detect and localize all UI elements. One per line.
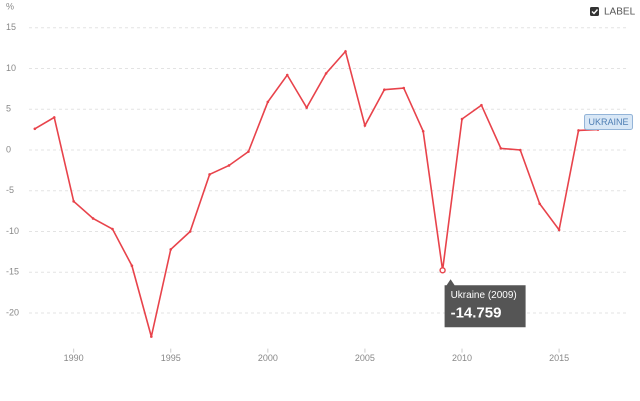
data-point bbox=[577, 129, 580, 132]
data-point bbox=[111, 227, 114, 231]
x-tick-label: 2000 bbox=[258, 353, 278, 363]
data-point bbox=[402, 86, 406, 90]
y-tick-label: 5 bbox=[6, 104, 11, 114]
data-point bbox=[169, 248, 173, 251]
y-axis-label: % bbox=[6, 1, 14, 11]
data-point bbox=[33, 127, 37, 131]
data-line bbox=[34, 49, 618, 337]
data-point bbox=[52, 116, 56, 119]
data-point bbox=[383, 88, 386, 91]
data-point bbox=[518, 148, 522, 152]
data-point bbox=[91, 217, 95, 220]
y-tick-label: 15 bbox=[6, 22, 16, 32]
data-point bbox=[538, 202, 541, 206]
series-label: UKRAINE bbox=[584, 113, 634, 130]
checkmark bbox=[591, 9, 599, 15]
data-point bbox=[324, 72, 328, 75]
tooltip-box bbox=[444, 279, 526, 328]
y-tick-label: -20 bbox=[6, 307, 19, 317]
data-point bbox=[480, 103, 483, 107]
label-toggle-text[interactable]: LABEL bbox=[604, 7, 636, 18]
y-tick-label: -10 bbox=[6, 226, 19, 236]
series-label-box bbox=[584, 113, 634, 130]
x-tick-label: 1995 bbox=[161, 353, 181, 363]
y-tick-label: -15 bbox=[6, 267, 19, 277]
x-tick-label: 2015 bbox=[549, 353, 569, 363]
y-tick-label: -5 bbox=[6, 185, 14, 195]
data-point bbox=[208, 173, 211, 176]
tooltip-title: Ukraine (2009) bbox=[451, 290, 517, 301]
data-point bbox=[130, 264, 134, 268]
data-point bbox=[188, 230, 192, 233]
data-point bbox=[227, 164, 231, 167]
data-point bbox=[460, 117, 464, 121]
data-point bbox=[247, 150, 250, 153]
data-point bbox=[421, 129, 425, 133]
x-tick-label: 2010 bbox=[452, 353, 472, 363]
data-point bbox=[150, 335, 153, 338]
data-point bbox=[363, 124, 367, 127]
tooltip-value: -14.759 bbox=[451, 304, 502, 321]
y-tick-label: 10 bbox=[6, 63, 16, 73]
label-checkbox[interactable] bbox=[590, 7, 599, 16]
data-point bbox=[557, 228, 561, 232]
highlight-point bbox=[439, 267, 446, 274]
x-tick-label: 1990 bbox=[64, 353, 84, 363]
data-point bbox=[305, 106, 308, 109]
data-point bbox=[72, 200, 75, 203]
data-point bbox=[285, 73, 289, 77]
data-point bbox=[344, 50, 347, 53]
series-label-text: UKRAINE bbox=[589, 117, 629, 127]
data-point bbox=[266, 100, 270, 104]
data-point bbox=[499, 147, 503, 150]
y-tick-label: 0 bbox=[6, 144, 11, 154]
x-tick-label: 2005 bbox=[355, 353, 375, 363]
